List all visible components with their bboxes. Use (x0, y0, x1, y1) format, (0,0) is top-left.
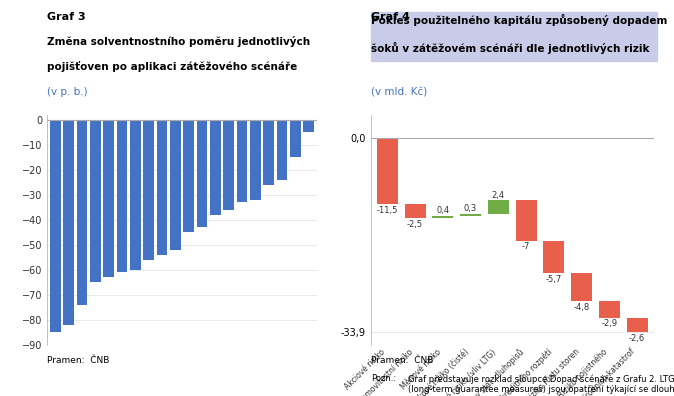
Bar (277, 120, 287, 180)
Text: Změna solventnostního poměru jednotlivých: Změna solventnostního poměru jednotlivýc… (47, 36, 310, 47)
Bar (572, 273, 592, 301)
Bar (433, 216, 454, 218)
Bar (516, 200, 537, 241)
Bar (627, 318, 648, 333)
Bar (210, 120, 220, 215)
Text: Graf představuje rozklad sloupce Dopad scénáře z Grafu 2. LTG
(long-term guarant: Graf představuje rozklad sloupce Dopad s… (408, 374, 674, 396)
Text: -2,6: -2,6 (629, 334, 645, 343)
Text: -2,5: -2,5 (407, 220, 423, 229)
Bar (460, 214, 481, 216)
Bar (303, 120, 314, 132)
Text: 0,4: 0,4 (436, 206, 450, 215)
Text: pojišťoven po aplikaci zátěžového scénáře: pojišťoven po aplikaci zátěžového scénář… (47, 61, 297, 72)
Text: Pramen:  ČNB: Pramen: ČNB (47, 356, 110, 366)
Bar (543, 241, 564, 273)
Bar (77, 120, 87, 305)
Text: Graf 3: Graf 3 (47, 12, 86, 22)
Bar (599, 301, 620, 318)
Text: 0,3: 0,3 (464, 204, 477, 213)
Text: -7: -7 (522, 242, 530, 251)
Bar (90, 120, 100, 282)
Bar (290, 120, 301, 157)
Bar (197, 120, 208, 227)
Text: Pozn.:: Pozn.: (371, 374, 396, 383)
Bar (250, 120, 261, 200)
Text: -4,8: -4,8 (574, 303, 590, 312)
Bar (50, 120, 61, 332)
Bar (183, 120, 194, 232)
Text: 2,4: 2,4 (492, 190, 505, 200)
Bar (264, 120, 274, 185)
Bar (237, 120, 247, 202)
Text: -5,7: -5,7 (546, 275, 562, 284)
Bar (63, 120, 74, 325)
Text: Pokles použitelného kapitálu způsobený dopadem: Pokles použitelného kapitálu způsobený d… (371, 14, 667, 26)
Bar (377, 138, 398, 204)
Bar (170, 120, 181, 249)
Text: šoků v zátěžovém scénáři dle jednotlivých rizik: šoků v zátěžovém scénáři dle jednotlivýc… (371, 42, 649, 54)
Bar (404, 204, 425, 218)
Bar (156, 120, 167, 255)
Text: -11,5: -11,5 (377, 206, 398, 215)
Bar (144, 120, 154, 260)
Text: (v mld. Kč): (v mld. Kč) (371, 87, 427, 97)
Bar (103, 120, 114, 277)
Bar (130, 120, 141, 270)
Bar (488, 200, 509, 214)
Bar (117, 120, 127, 272)
Text: Graf 4: Graf 4 (371, 12, 410, 22)
Bar (223, 120, 234, 210)
Text: -2,9: -2,9 (601, 319, 617, 328)
Text: Pramen:  ČNB: Pramen: ČNB (371, 356, 433, 366)
Text: (v p. b.): (v p. b.) (47, 87, 88, 97)
